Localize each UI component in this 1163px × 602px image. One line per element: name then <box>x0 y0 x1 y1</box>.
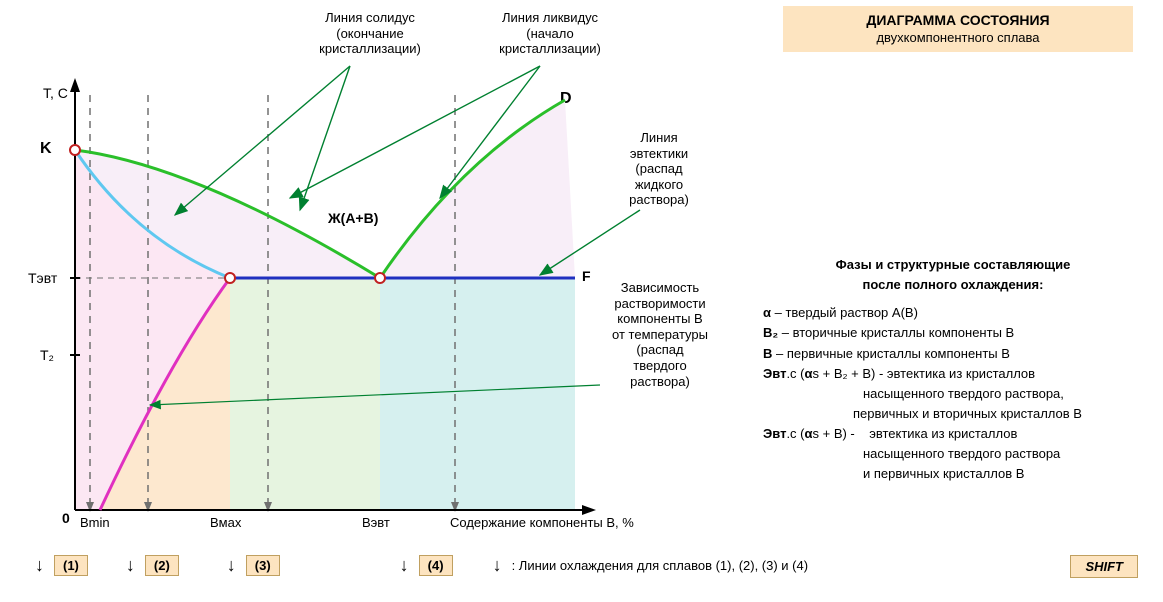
phase-diagram <box>0 0 1163 602</box>
